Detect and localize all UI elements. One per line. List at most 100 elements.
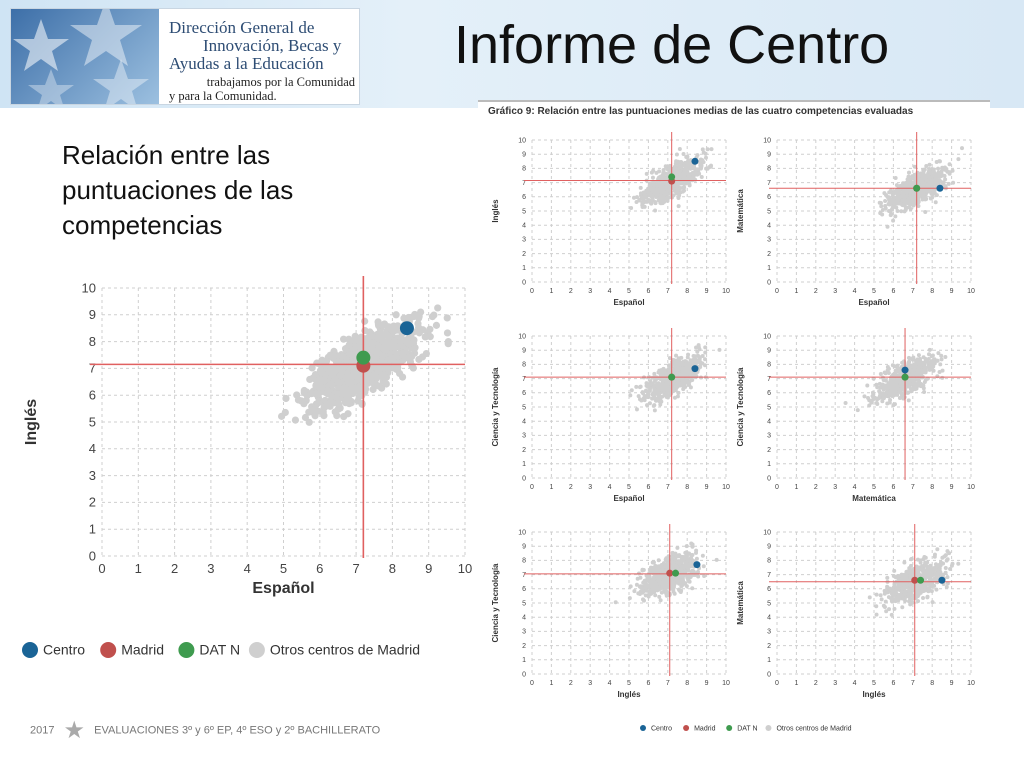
y-tick-label: 2 [522, 251, 526, 258]
point-otros [672, 582, 677, 587]
point-otros [345, 335, 353, 343]
point-otros [909, 572, 914, 577]
point-otros [885, 401, 890, 406]
point-otros [661, 561, 666, 566]
point-otros [914, 173, 919, 178]
point-otros [677, 588, 682, 593]
point-otros [405, 313, 413, 322]
point-otros [653, 208, 658, 213]
point-otros [918, 558, 923, 563]
point-otros [923, 560, 928, 565]
point-otros [917, 378, 922, 383]
point-otros [909, 368, 914, 373]
point-otros [657, 569, 662, 574]
x-tick-label: 4 [608, 680, 612, 687]
point-otros [896, 598, 901, 603]
point-otros [892, 568, 897, 573]
point-otros [291, 416, 300, 424]
y-tick-label: 4 [767, 223, 771, 230]
point-otros [637, 198, 642, 203]
point-otros [699, 163, 704, 168]
point-otros [862, 394, 867, 399]
point-otros [876, 396, 881, 401]
point-otros [628, 393, 633, 398]
point-otros [889, 612, 894, 617]
point-otros [444, 338, 452, 346]
point-otros [694, 556, 699, 561]
point-otros [390, 337, 399, 346]
point-otros [657, 581, 662, 586]
point-otros [936, 351, 941, 356]
y-tick-label: 6 [767, 194, 771, 201]
point-otros [921, 167, 926, 172]
point-otros [700, 354, 705, 359]
x-tick-label: 5 [627, 680, 631, 687]
x-tick-label: 3 [833, 484, 837, 491]
point-otros [865, 383, 870, 388]
point-otros [867, 403, 872, 408]
point-otros [695, 349, 700, 354]
point-otros [389, 327, 397, 335]
point-otros [421, 333, 429, 341]
legend-marker [178, 642, 195, 658]
point-otros [891, 218, 896, 223]
point-otros [912, 371, 917, 376]
point-otros [922, 365, 927, 370]
point-otros [909, 569, 914, 574]
y-tick-label: 2 [767, 447, 771, 454]
point-otros [924, 164, 929, 169]
point-otros [361, 326, 369, 335]
point-otros [902, 181, 907, 186]
y-tick-label: 1 [767, 657, 771, 664]
y-tick-label: 10 [518, 137, 526, 144]
y-tick-label: 0 [767, 671, 771, 678]
point-otros [887, 202, 892, 207]
point-otros [677, 146, 682, 151]
point-otros [328, 380, 336, 389]
point-otros [935, 575, 940, 580]
point-otros [893, 175, 898, 180]
logo-text: Dirección General de Innovación, Becas y… [169, 19, 355, 104]
point-otros [902, 209, 907, 214]
x-tick-label: 6 [646, 484, 650, 491]
point-otros [658, 188, 663, 193]
x-tick-label: 9 [705, 680, 709, 687]
point-otros [640, 590, 645, 595]
point-otros [945, 581, 950, 586]
logo-slogan1: trabajamos por la Comunidad [206, 75, 355, 89]
point-otros [932, 188, 937, 193]
x-tick-label: 1 [794, 288, 798, 295]
point-otros [629, 388, 634, 393]
point-otros [927, 586, 932, 591]
point-otros [658, 387, 663, 392]
point-otros [415, 355, 423, 364]
y-tick-label: 9 [767, 152, 771, 159]
point-otros [916, 383, 921, 388]
point-otros [340, 384, 348, 393]
point-otros [328, 392, 336, 400]
point-otros [681, 172, 686, 177]
y-tick-label: 3 [522, 237, 526, 244]
grafico-title: Gráfico 9: Relación entre las puntuacion… [488, 106, 914, 117]
y-tick-label: 8 [522, 166, 526, 173]
point-otros [308, 390, 316, 398]
point-otros [665, 188, 670, 193]
point-otros [885, 575, 890, 580]
point-otros [345, 341, 353, 349]
point-otros [384, 323, 392, 331]
point-otros [674, 367, 679, 372]
point-otros [634, 407, 639, 412]
point-otros [629, 206, 634, 211]
y-tick-label: 0 [522, 279, 526, 286]
point-otros [652, 390, 657, 395]
point-otros [921, 589, 926, 594]
point-otros [682, 381, 687, 386]
point-otros [682, 161, 687, 166]
point-otros [654, 194, 659, 199]
point-otros [893, 188, 898, 193]
point-otros [652, 378, 657, 383]
y-tick-label: 5 [522, 600, 526, 607]
point-madrid [911, 576, 919, 584]
point-otros [688, 358, 693, 363]
